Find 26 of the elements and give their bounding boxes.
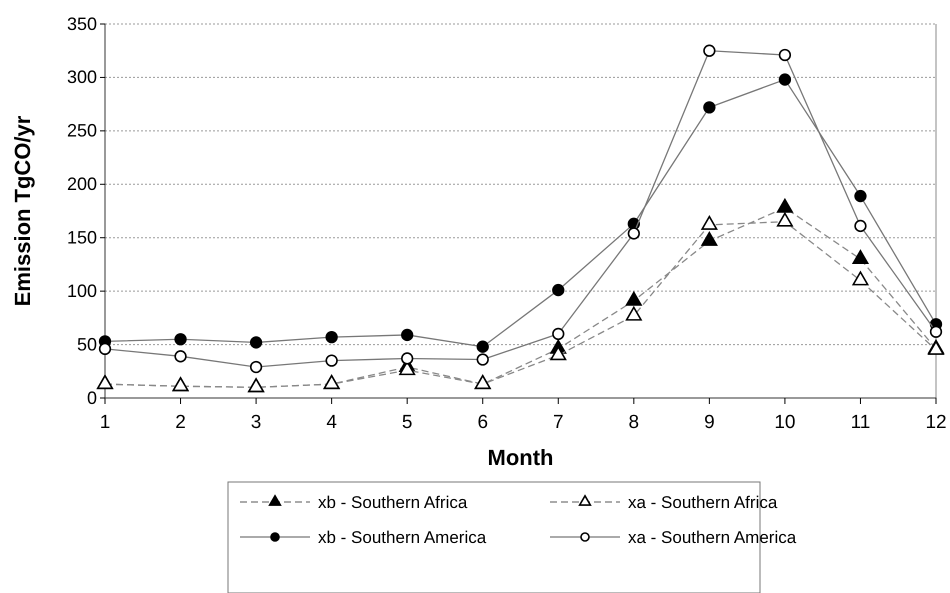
- x-tick-label: 8: [628, 412, 640, 433]
- x-tick-label: 3: [250, 412, 262, 433]
- y-axis-title: Emission TgCO/yr: [10, 115, 35, 306]
- x-tick-label: 1: [100, 412, 110, 433]
- x-tick-label: 12: [925, 412, 947, 433]
- x-tick-label: 9: [704, 412, 715, 433]
- legend-label: xb - Southern Africa: [318, 493, 468, 512]
- x-tick-label: 10: [774, 412, 796, 433]
- y-tick-label: 250: [66, 120, 97, 141]
- legend-label: xb - Southern America: [318, 528, 487, 547]
- x-tick-label: 2: [175, 412, 186, 433]
- x-tick-label: 7: [552, 412, 564, 433]
- y-tick-label: 200: [66, 174, 97, 194]
- x-tick-label: 6: [477, 412, 488, 433]
- x-tick-label: 11: [850, 412, 870, 433]
- x-tick-label: 4: [326, 412, 338, 433]
- y-tick-label: 150: [66, 227, 97, 248]
- legend-label: xa - Southern America: [628, 528, 797, 547]
- y-tick-label: 50: [76, 334, 97, 354]
- y-tick-label: 300: [66, 67, 97, 88]
- y-tick-label: 0: [86, 388, 97, 408]
- y-tick-label: 100: [66, 280, 97, 301]
- legend-label: xa - Southern Africa: [628, 493, 778, 512]
- x-tick-label: 5: [402, 412, 412, 433]
- y-tick-label: 350: [66, 14, 97, 34]
- x-axis-title: Month: [488, 445, 554, 470]
